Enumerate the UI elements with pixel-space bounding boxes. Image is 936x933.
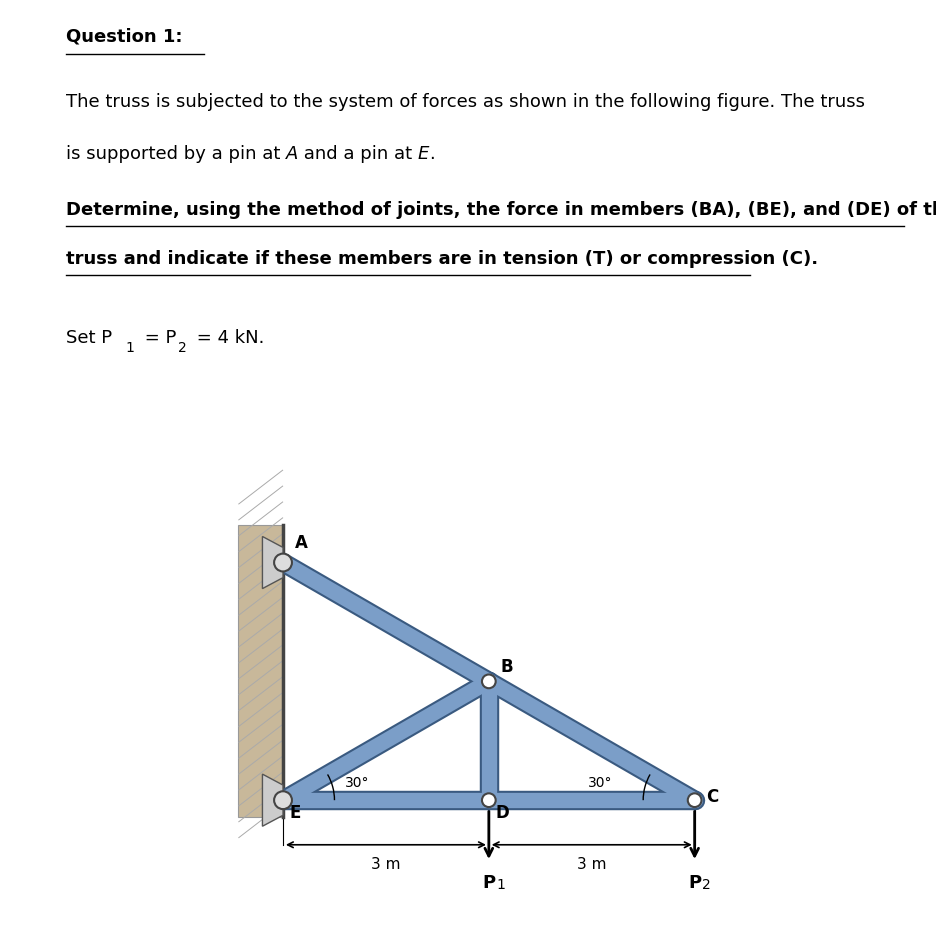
Text: .: . [429, 145, 434, 162]
Text: 1: 1 [125, 341, 134, 355]
Text: Set P: Set P [66, 328, 111, 347]
Polygon shape [262, 774, 283, 827]
Text: Determine, using the method of joints, the force in members (BA), (BE), and (DE): Determine, using the method of joints, t… [66, 201, 936, 218]
Text: 30°: 30° [344, 776, 369, 790]
Polygon shape [238, 524, 283, 817]
Text: E: E [417, 145, 429, 162]
Circle shape [274, 791, 292, 809]
Text: 2: 2 [701, 878, 710, 892]
Text: B: B [500, 658, 513, 675]
Text: 3 m: 3 m [577, 857, 606, 872]
Text: is supported by a pin at: is supported by a pin at [66, 145, 285, 162]
Text: and a pin at: and a pin at [298, 145, 417, 162]
Circle shape [481, 793, 495, 807]
Polygon shape [262, 536, 283, 589]
Text: 2: 2 [178, 341, 186, 355]
Text: E: E [289, 804, 301, 822]
Text: = 4 kN.: = 4 kN. [191, 328, 264, 347]
Text: A: A [285, 145, 298, 162]
Text: 1: 1 [496, 878, 505, 892]
Circle shape [687, 793, 701, 807]
Text: P: P [687, 874, 700, 892]
Text: = P: = P [139, 328, 176, 347]
Text: Question 1:: Question 1: [66, 28, 182, 46]
Text: 30°: 30° [588, 776, 612, 790]
Circle shape [481, 675, 495, 689]
Text: A: A [294, 535, 307, 552]
Text: D: D [495, 804, 509, 822]
Text: The truss is subjected to the system of forces as shown in the following figure.: The truss is subjected to the system of … [66, 93, 864, 111]
Text: P: P [482, 874, 495, 892]
Text: truss and indicate if these members are in tension (T) or compression (C).: truss and indicate if these members are … [66, 249, 817, 268]
Circle shape [274, 553, 292, 571]
Text: C: C [706, 787, 718, 806]
Text: 3 m: 3 m [371, 857, 401, 872]
